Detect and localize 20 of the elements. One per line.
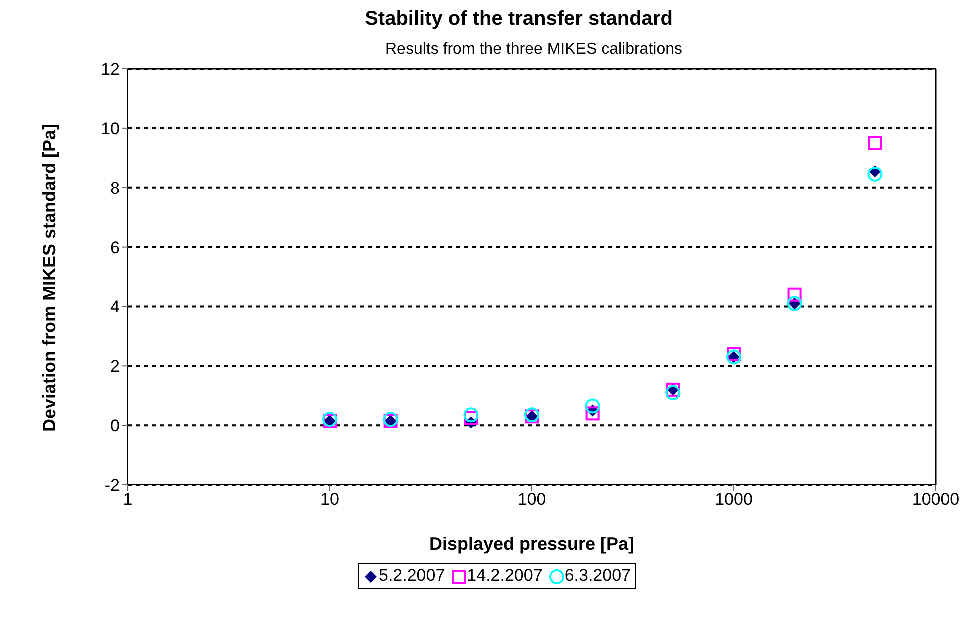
legend-label: 5.2.2007: [378, 566, 446, 586]
x-tick-label: 10000: [912, 490, 960, 510]
x-tick-label: 1: [123, 490, 133, 510]
y-axis-title: Deviation from MIKES standard [Pa]: [40, 122, 60, 434]
x-tick-label: 10: [320, 490, 340, 510]
y-tick-label: 2: [110, 357, 120, 376]
y-tick-label: 12: [101, 60, 120, 80]
legend-label: 14.2.2007: [466, 566, 543, 586]
y-tick-label: 0: [110, 416, 120, 436]
chart-subtitle: Results from the three MIKES calibrations: [384, 41, 684, 59]
x-axis-title: Displayed pressure [Pa]: [429, 534, 635, 554]
y-tick-label: 8: [110, 178, 120, 198]
y-tick-label: 4: [110, 298, 120, 317]
x-tick-label: 1000: [715, 490, 753, 510]
x-tick-label: 100: [518, 490, 546, 510]
y-tick-label: 6: [110, 238, 120, 258]
y-tick-label: 10: [101, 119, 120, 138]
chart-title: Stability of the transfer standard: [364, 8, 674, 31]
legend-label: 6.3.2007: [564, 566, 631, 586]
y-tick-label: -2: [104, 476, 120, 496]
